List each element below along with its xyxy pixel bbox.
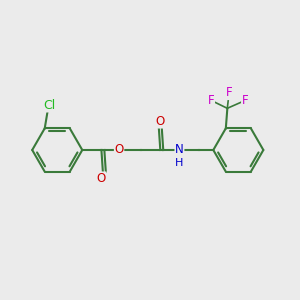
Text: H: H xyxy=(175,158,184,168)
Text: F: F xyxy=(226,86,232,100)
Text: O: O xyxy=(97,172,106,185)
Text: F: F xyxy=(208,94,214,107)
Text: Cl: Cl xyxy=(43,99,55,112)
Text: O: O xyxy=(156,115,165,128)
Text: F: F xyxy=(242,94,248,107)
Text: N: N xyxy=(175,143,184,157)
Text: O: O xyxy=(115,143,124,157)
